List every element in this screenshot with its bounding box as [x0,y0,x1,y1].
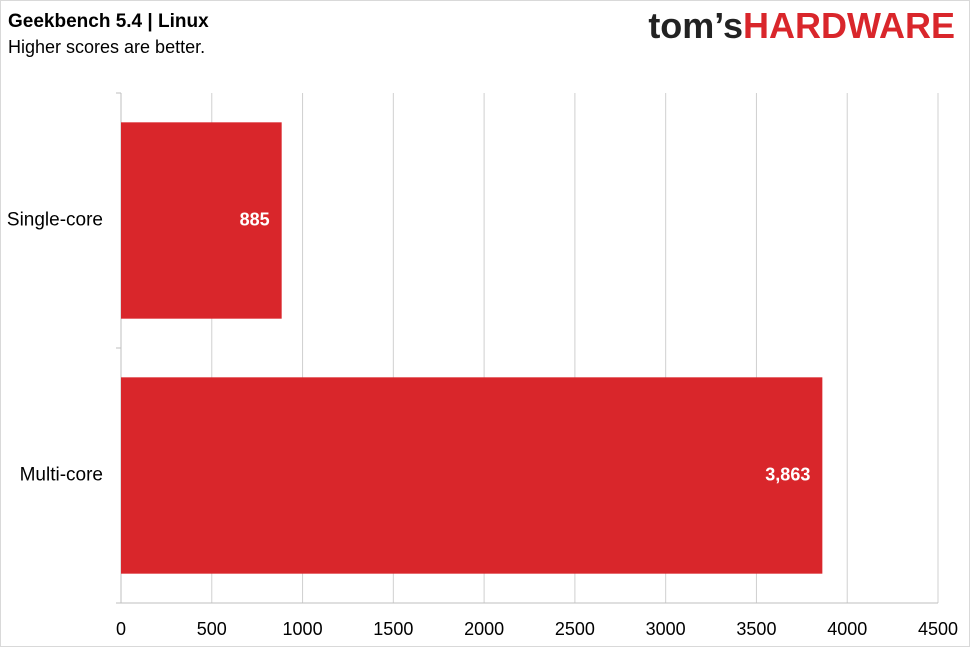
x-tick-label: 3000 [646,619,686,639]
y-tick-label: Single-core [7,210,103,231]
value-label: 3,863 [765,464,810,484]
x-tick-label: 4000 [827,619,867,639]
x-tick-label: 500 [197,619,227,639]
x-tick-label: 2500 [555,619,595,639]
logo-prefix: tom’s [648,5,743,46]
x-tick-label: 4500 [918,619,958,639]
value-label: 885 [240,209,270,229]
bar [121,377,823,574]
chart-subtitle: Higher scores are better. [8,37,205,57]
x-tick-label: 2000 [464,619,504,639]
y-tick-label: Multi-core [20,465,103,486]
x-tick-label: 1000 [283,619,323,639]
x-tick-label: 1500 [373,619,413,639]
x-tick-label: 3500 [736,619,776,639]
bar [121,122,282,319]
logo: tom’sHARDWARE [648,5,955,46]
x-tick-label: 0 [116,619,126,639]
logo-name: HARDWARE [743,5,955,46]
chart-title: Geekbench 5.4 | Linux [8,11,209,32]
plot-area: 0 500 1000 1500 2000 2500 3000 3500 4000 4500 Sing… [7,92,958,639]
